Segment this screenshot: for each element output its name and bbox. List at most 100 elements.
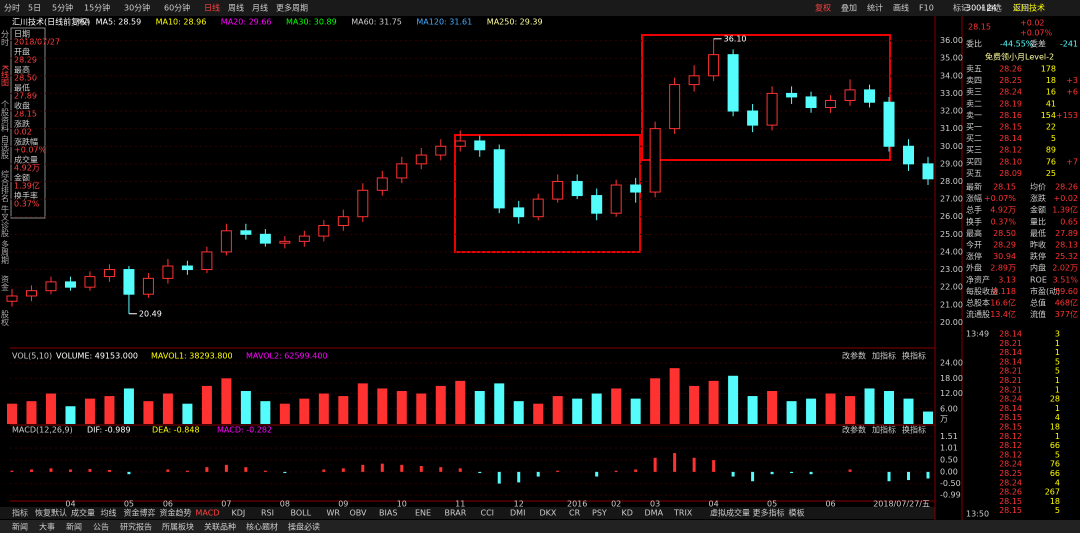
indicator-tab[interactable]: MACD	[196, 509, 220, 518]
indicator-tab[interactable]: DKX	[540, 509, 557, 518]
bottom-tab[interactable]: 公告	[93, 522, 109, 532]
indicator-tab[interactable]: ENE	[415, 509, 431, 518]
toolbar-button[interactable]: 更多周期	[276, 3, 308, 13]
toolbar-button[interactable]: +自选	[979, 3, 1002, 13]
volume-bar	[123, 388, 134, 424]
y-tick-label: 34.00	[940, 71, 963, 80]
indicator-tab[interactable]: 模板	[789, 508, 805, 518]
bottom-tab[interactable]: 操盘必读	[288, 522, 320, 532]
toolbar-bg	[0, 0, 1080, 16]
toolbar-button[interactable]: F10	[919, 4, 934, 13]
volume-bar	[923, 411, 933, 424]
info-value: +0.07%	[14, 146, 47, 155]
tick-price: 28.21	[999, 339, 1022, 348]
bottom-tab[interactable]: 新闻	[66, 522, 82, 532]
stat-cell: ROE	[1030, 275, 1047, 284]
promo-link[interactable]: 免费领小月Level-2	[985, 52, 1054, 62]
sidebar-tab: 资金	[1, 274, 10, 291]
candle-body	[903, 145, 915, 165]
panel-button[interactable]: 换指标	[902, 425, 926, 435]
indicator-tab[interactable]: DMI	[510, 509, 525, 518]
toolbar-button[interactable]: 周线	[228, 3, 244, 13]
volume-bar	[435, 385, 446, 424]
tick-price: 28.12	[999, 450, 1022, 459]
indicator-tab[interactable]: PSY	[592, 509, 607, 518]
bottom-tab[interactable]: 所属板块	[162, 522, 194, 532]
indicator-tab[interactable]: KD	[622, 509, 633, 518]
candle-body	[571, 180, 583, 197]
indicator-tab[interactable]: CCI	[481, 509, 495, 518]
panel-button[interactable]: 改参数	[842, 425, 866, 435]
panel-button[interactable]: 加指标	[872, 425, 896, 435]
tick-price: 28.12	[999, 441, 1022, 450]
order-book-cell: 买二	[966, 134, 982, 143]
volume-bar	[689, 385, 700, 424]
stat-cell: 468亿	[1055, 298, 1078, 308]
indicator-tab[interactable]: CR	[569, 509, 581, 518]
toolbar-button[interactable]: 叠加	[841, 3, 857, 13]
highlight-box	[641, 34, 891, 161]
bottom-tab[interactable]: 关联品种	[204, 522, 236, 532]
stat-cell: 量比	[1030, 216, 1046, 226]
toolbar-button[interactable]: 返回	[1013, 4, 1029, 13]
candle-body	[688, 75, 700, 86]
toolbar-button[interactable]: 统计	[867, 3, 883, 13]
indicator-tab[interactable]: TRIX	[673, 509, 693, 518]
volume-bar	[825, 393, 836, 424]
candle-body	[630, 184, 642, 193]
indicator-tab[interactable]: OBV	[350, 509, 368, 518]
toolbar-button[interactable]: 复权	[815, 3, 831, 13]
stat-cell: 13.4亿	[990, 309, 1016, 319]
stat-cell: 总股本	[966, 298, 990, 308]
bottom-tab[interactable]: 大事	[39, 522, 55, 532]
toolbar-button[interactable]: 日线	[204, 3, 220, 13]
indicator-tab[interactable]: 资金博弈	[124, 508, 156, 518]
indicator-tab[interactable]: 成交量	[71, 508, 95, 518]
indicator-tab[interactable]: 均线	[101, 508, 117, 518]
indicator-tab[interactable]: KDJ	[232, 509, 246, 518]
indicator-tab[interactable]: 更多指标	[753, 508, 785, 518]
toolbar-button[interactable]: 15分钟	[84, 3, 110, 13]
toolbar-button[interactable]: 5分钟	[52, 3, 73, 13]
toolbar-button[interactable]: 5日	[28, 4, 41, 13]
indicator-tab[interactable]: WR	[327, 509, 341, 518]
toolbar-button[interactable]: 画线	[893, 3, 909, 13]
legend-item: MAVOL2: 62599.400	[246, 352, 328, 361]
panel-button[interactable]: 改参数	[842, 351, 866, 361]
order-book-cell: 买五	[966, 169, 982, 178]
panel-button[interactable]: 换指标	[902, 351, 926, 361]
candle-body	[493, 149, 505, 209]
tick-time: 13:50	[966, 510, 989, 519]
info-label: 收盘	[14, 101, 30, 111]
indicator-tab[interactable]: RSI	[261, 509, 274, 518]
indicator-tab[interactable]: 恢复默认	[35, 508, 67, 518]
y-tick-label: 12.00	[940, 389, 963, 398]
tick-volume: 4	[1055, 413, 1060, 422]
toolbar-button[interactable]: 60分钟	[164, 3, 190, 13]
indicator-tab[interactable]: 资金趋势	[160, 508, 192, 518]
indicator-tab[interactable]: 指标	[12, 508, 28, 518]
indicator-tab[interactable]: BIAS	[379, 509, 397, 518]
x-tick-label: 03	[650, 500, 660, 509]
indicator-tab[interactable]: BRAR	[445, 509, 467, 518]
bottom-tab[interactable]: 新闻	[12, 522, 28, 532]
indicator-tab[interactable]: DMA	[645, 509, 664, 518]
toolbar-button[interactable]: 分时	[4, 3, 20, 13]
toolbar-button[interactable]: 月线	[252, 3, 268, 13]
candle-body	[766, 92, 778, 126]
y-tick-label: 31.00	[940, 124, 963, 133]
info-label: 涨跌幅	[14, 137, 38, 147]
indicator-tab[interactable]: 虚拟成交量	[710, 508, 750, 518]
stat-cell: 今开	[966, 240, 982, 250]
bottom-tab[interactable]: 核心题材	[246, 522, 278, 532]
bottom-tab[interactable]: 研究报告	[120, 522, 152, 532]
toolbar-button[interactable]: 30分钟	[124, 3, 150, 13]
indicator-tab[interactable]: BOLL	[291, 509, 312, 518]
tick-volume: 66	[1050, 469, 1060, 478]
stat-cell: 3.13	[998, 275, 1016, 284]
volume-bar	[864, 388, 875, 424]
toolbar-button[interactable]: 标记	[953, 3, 969, 13]
y-tick-label: 36.00	[940, 36, 963, 45]
panel-button[interactable]: 加指标	[872, 351, 896, 361]
